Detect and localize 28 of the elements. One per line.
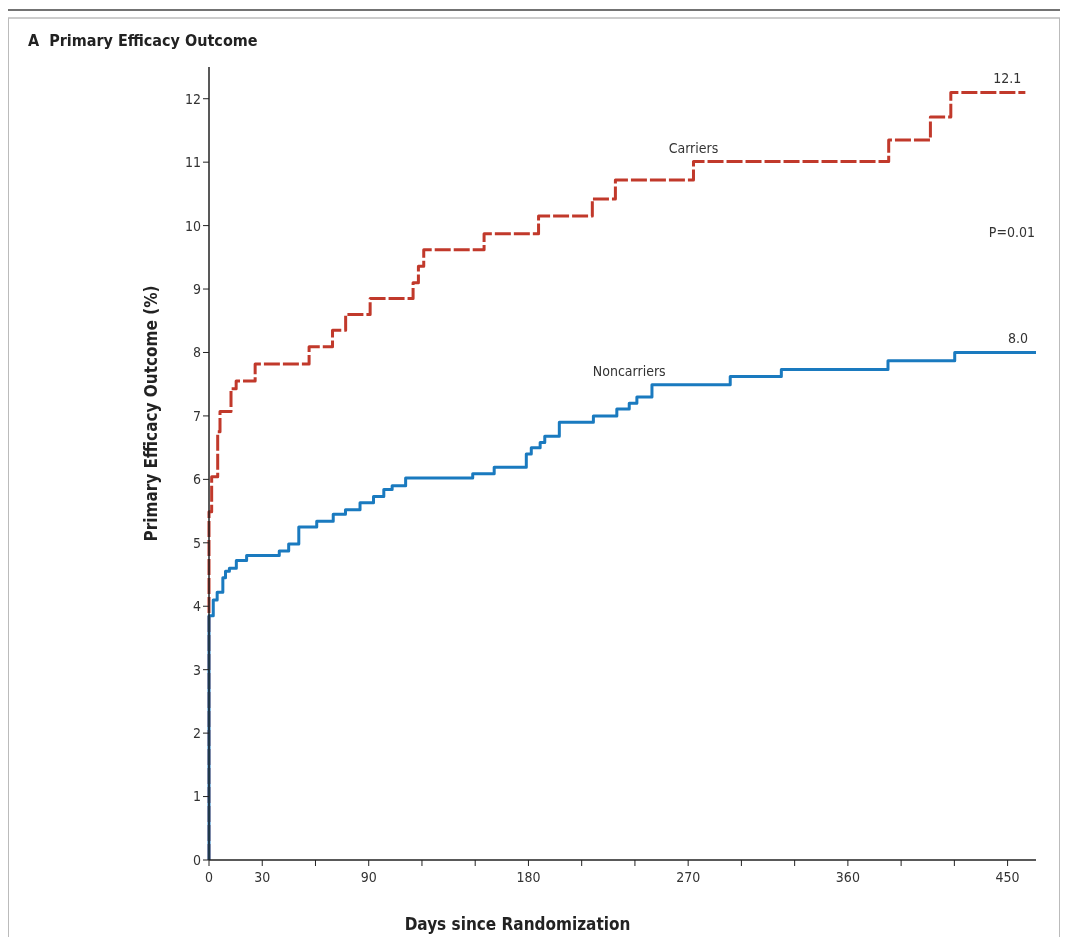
x-tick-label: 360 xyxy=(835,869,860,885)
annotation: P=0.01 xyxy=(988,224,1035,240)
x-tick-label: 90 xyxy=(360,869,377,885)
y-tick-label: 11 xyxy=(184,154,201,171)
y-axis-title: Primary Efficacy Outcome (%) xyxy=(141,285,161,542)
chart-title: A Primary Efficacy Outcome xyxy=(28,31,258,50)
series-label: Carriers xyxy=(668,139,719,156)
data-label: 8.0 xyxy=(1007,330,1029,347)
x-axis-title: Days since Randomization xyxy=(404,914,631,934)
data-label: 12.1 xyxy=(993,70,1022,87)
y-tick-label: 8 xyxy=(192,344,201,361)
x-tick-label: 30 xyxy=(254,869,271,885)
y-tick-label: 1 xyxy=(192,788,201,805)
y-tick-label: 12 xyxy=(184,90,201,107)
x-tick-label: 270 xyxy=(676,869,701,885)
y-tick-label: 0 xyxy=(192,851,201,868)
y-tick-label: 3 xyxy=(192,661,201,678)
y-tick-label: 9 xyxy=(192,280,201,297)
x-tick-label: 450 xyxy=(995,869,1020,885)
y-tick-label: 2 xyxy=(192,725,201,742)
y-tick-label: 5 xyxy=(192,534,201,551)
y-tick-label: 6 xyxy=(192,471,201,488)
y-tick-label: 7 xyxy=(192,407,201,424)
y-tick-label: 10 xyxy=(184,217,201,234)
x-tick-label: 180 xyxy=(516,869,541,885)
y-tick-label: 4 xyxy=(192,598,201,615)
series-label: Noncarriers xyxy=(592,362,666,379)
x-tick-label: 0 xyxy=(204,869,214,885)
